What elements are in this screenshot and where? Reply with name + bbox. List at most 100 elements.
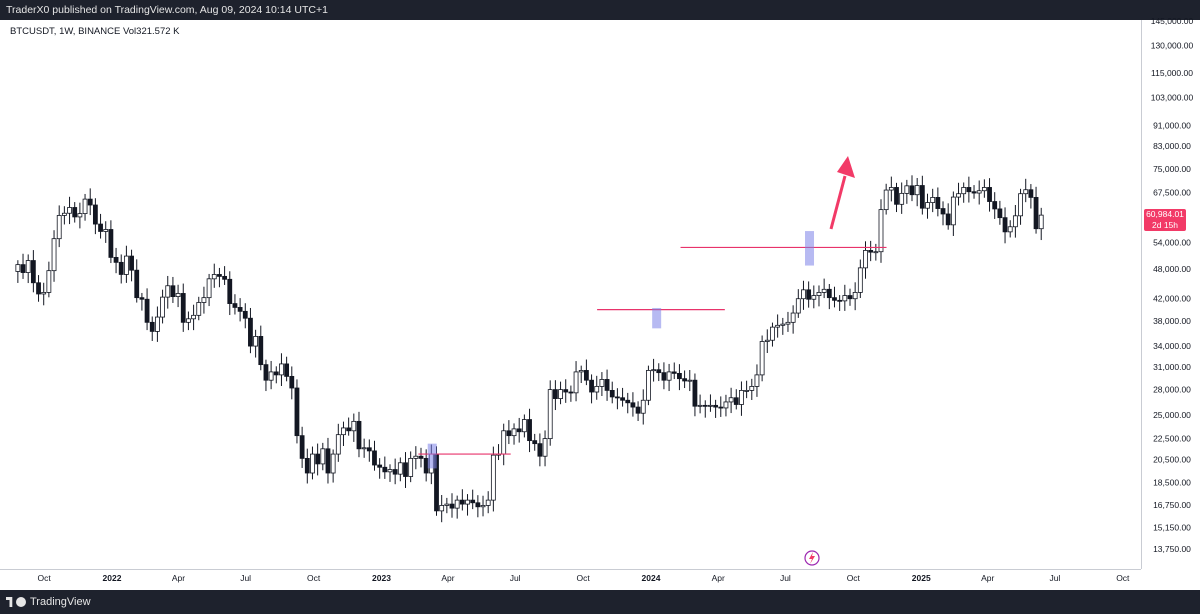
candle-body-down	[1033, 197, 1039, 230]
candle-body-up	[361, 447, 367, 450]
candle-body-up	[759, 341, 765, 376]
y-tick-label: 130,000.00	[1151, 40, 1194, 50]
y-tick-label: 13,750.00	[1153, 544, 1191, 554]
candle-body-down	[940, 208, 946, 215]
candle-body-up	[666, 371, 672, 381]
candle-body-up	[201, 297, 207, 303]
candle-body-up	[206, 278, 212, 299]
candle-body-down	[418, 455, 424, 459]
candle-body-down	[620, 397, 625, 401]
candle-body-up	[811, 295, 817, 300]
y-tick-label: 91,000.00	[1153, 120, 1191, 130]
candle-body-down	[144, 298, 150, 323]
y-tick-label: 38,000.00	[1153, 316, 1191, 326]
y-tick-label: 16,750.00	[1153, 500, 1191, 510]
x-tick-label: Apr	[172, 573, 185, 583]
candle-body-up	[175, 293, 181, 297]
candle-body-up	[780, 323, 786, 326]
candle-body-up	[775, 324, 781, 328]
y-tick-label: 115,000.00	[1151, 68, 1193, 78]
candle-body-down	[997, 208, 1003, 219]
candle-body-down	[671, 371, 677, 374]
candle-body-up	[599, 379, 605, 387]
trend-arrow-shaft	[829, 175, 847, 230]
candle-body-down	[139, 297, 145, 300]
brand-name: TradingView	[30, 596, 91, 608]
candle-body-up	[155, 316, 160, 332]
candle-body-up	[883, 189, 889, 211]
candle-body-down	[987, 187, 992, 202]
candle-body-up	[387, 469, 393, 473]
candle-body-down	[966, 187, 972, 193]
candle-body-up	[253, 336, 259, 347]
candle-body-down	[459, 499, 465, 505]
candle-body-up	[211, 274, 217, 280]
candle-body-up	[857, 267, 863, 293]
candle-body-up	[950, 196, 956, 226]
candle-body-up	[961, 187, 967, 195]
candle-body-down	[382, 466, 388, 473]
candle-body-up	[480, 505, 486, 508]
candle-body-up	[930, 197, 936, 203]
candle-body-up	[1038, 214, 1044, 230]
candle-body-up	[914, 185, 920, 196]
candle-body-up	[56, 215, 62, 240]
y-tick-label: 48,000.00	[1153, 264, 1191, 274]
candle-body-down	[170, 285, 176, 297]
x-tick-label: Jul	[1049, 573, 1060, 583]
y-tick-label: 20,500.00	[1153, 454, 1191, 464]
candle-body-up	[816, 292, 822, 296]
y-tick-label: 42,000.00	[1153, 294, 1191, 304]
candle-body-down	[284, 363, 290, 377]
x-tick-label: Oct	[307, 573, 321, 583]
candle-body-up	[82, 198, 88, 215]
candle-body-up	[196, 302, 202, 316]
candle-body-up	[123, 255, 129, 275]
highlight-box	[805, 231, 815, 266]
candle-body-up	[1012, 215, 1018, 228]
last-price-value: 60,984.01	[1146, 209, 1184, 219]
x-tick-label: Apr	[981, 573, 994, 583]
candle-body-down	[568, 391, 574, 394]
candle-body-down	[366, 447, 372, 452]
candle-body-up	[904, 185, 910, 194]
candle-body-down	[656, 369, 662, 374]
candle-body-down	[532, 440, 538, 445]
chart-area[interactable]	[0, 20, 1141, 569]
candle-body-down	[589, 379, 594, 393]
candle-body-down	[356, 420, 362, 450]
candle-body-up	[981, 187, 987, 192]
symbol-legend: BTCUSDT, 1W, BINANCE Vol321.572 K	[10, 26, 180, 37]
highlight-box	[652, 307, 662, 329]
candle-body-down	[733, 397, 739, 405]
published-by-text: TraderX0 published on TradingView.com, A…	[6, 4, 328, 16]
candle-body-up	[956, 193, 961, 198]
candle-body-down	[609, 390, 615, 398]
candle-body-up	[925, 202, 930, 209]
candle-body-up	[67, 207, 72, 214]
candle-body-down	[868, 250, 874, 253]
tradingview-brand[interactable]: TradingView	[6, 596, 91, 608]
bar-countdown: 2d 15h	[1152, 220, 1178, 230]
candle-body-up	[785, 321, 791, 325]
candle-body-down	[506, 430, 512, 437]
candle-body-down	[847, 295, 853, 300]
candle-body-up	[77, 213, 83, 218]
candle-body-down	[248, 317, 253, 347]
last-price-tag: 60,984.01 2d 15h	[1144, 209, 1186, 231]
candle-body-down	[294, 387, 300, 437]
candle-body-down	[237, 307, 243, 312]
y-tick-label: 103,000.00	[1151, 93, 1194, 103]
y-tick-label: 15,150.00	[1153, 522, 1191, 532]
candle-body-up	[651, 369, 656, 372]
candle-body-up	[490, 454, 496, 501]
candle-body-down	[677, 372, 682, 380]
candle-body-down	[894, 187, 899, 205]
y-tick-label: 83,000.00	[1153, 141, 1191, 151]
candle-body-down	[806, 289, 812, 300]
candle-body-up	[801, 289, 806, 300]
candle-body-up	[842, 295, 848, 302]
candle-body-down	[713, 404, 719, 408]
candle-body-up	[1007, 226, 1013, 233]
